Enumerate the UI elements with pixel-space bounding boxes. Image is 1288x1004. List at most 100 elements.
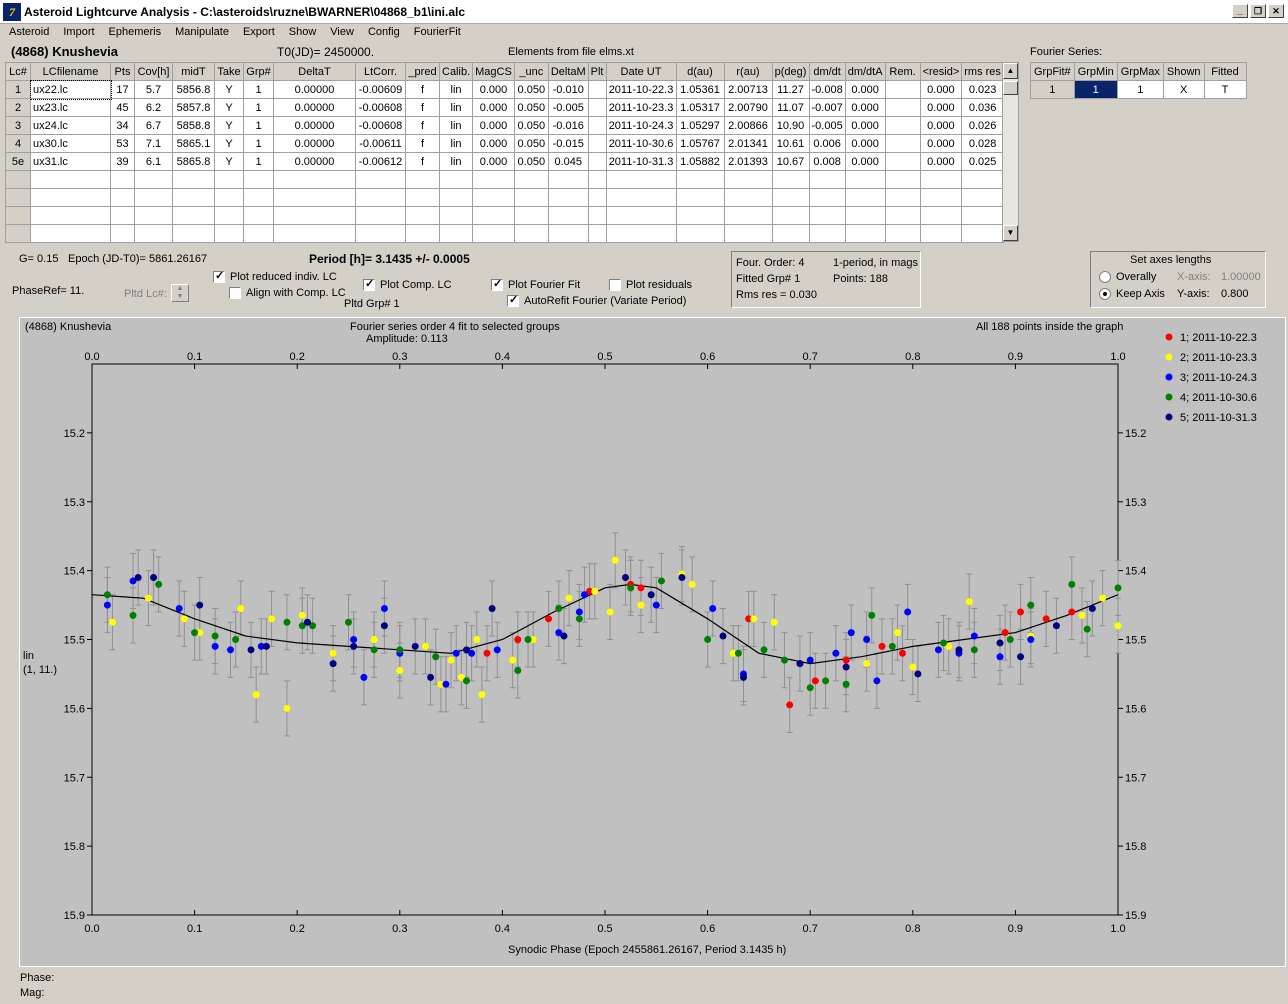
menu-view[interactable]: View [330, 26, 354, 38]
table-cell[interactable] [919, 224, 963, 243]
column-header[interactable]: Calib. [438, 62, 474, 81]
plot-reduced-checkbox[interactable]: Plot reduced indiv. LC [213, 269, 337, 284]
table-row[interactable]: 4 ux30.lc 53 7.1 5865.1 Y 1 0.00000 -0.00611 f lin… [5, 134, 1004, 153]
close-button[interactable]: ✕ [1268, 4, 1284, 18]
table-cell[interactable]: 0.006 [808, 134, 846, 153]
table-cell[interactable]: 2.01341 [723, 134, 773, 153]
fs-cell-grpmin[interactable]: 1 [1073, 80, 1118, 99]
table-cell[interactable] [808, 170, 846, 189]
table-cell[interactable] [30, 170, 111, 189]
column-header[interactable]: rms res [961, 62, 1004, 81]
table-cell[interactable] [243, 206, 274, 225]
table-cell[interactable] [355, 188, 406, 207]
table-cell[interactable]: 0.050 [513, 80, 549, 99]
table-cell[interactable]: 2011-10-24.3 [605, 116, 677, 135]
table-cell[interactable]: 5.7 [134, 80, 173, 99]
column-header[interactable]: p(deg) [771, 62, 810, 81]
column-header[interactable]: midT [172, 62, 215, 81]
table-row[interactable]: 1 ux22.lc 17 5.7 5856.8 Y 1 0.00000 -0.00609 f lin… [5, 79, 1004, 100]
table-cell[interactable] [405, 188, 440, 207]
fs-cell-grpmax[interactable]: 1 [1116, 80, 1164, 99]
table-cell[interactable] [587, 98, 607, 117]
table-cell[interactable]: Y [214, 134, 244, 153]
table-cell[interactable] [884, 206, 921, 225]
table-cell[interactable] [723, 206, 773, 225]
table-row-empty[interactable] [5, 170, 1004, 189]
column-header[interactable]: Pts [110, 62, 135, 81]
table-cell[interactable] [214, 188, 244, 207]
table-cell[interactable] [884, 134, 921, 153]
table-cell[interactable]: 0.050 [513, 116, 549, 135]
table-cell[interactable]: -0.008 [808, 80, 846, 99]
table-cell[interactable] [771, 206, 810, 225]
menu-export[interactable]: Export [242, 26, 275, 38]
table-cell[interactable]: ux30.lc [30, 134, 111, 153]
table-cell[interactable] [961, 188, 1004, 207]
table-cell[interactable] [214, 206, 244, 225]
table-cell[interactable] [808, 206, 846, 225]
table-cell[interactable] [884, 152, 921, 171]
table-cell[interactable]: ux24.lc [30, 116, 111, 135]
table-cell[interactable]: 1 [5, 80, 31, 99]
table-cell[interactable] [961, 206, 1004, 225]
table-cell[interactable]: ux31.lc [30, 152, 111, 171]
table-cell[interactable]: 6.1 [134, 152, 173, 171]
table-cell[interactable]: 10.61 [771, 134, 810, 153]
table-cell[interactable]: f [405, 134, 440, 153]
table-cell[interactable] [771, 170, 810, 189]
menu-ephemeris[interactable]: Ephemeris [108, 26, 162, 38]
table-cell[interactable] [961, 224, 1004, 243]
lightcurve-table[interactable]: Lc# LCfilename Pts Cov[h] midT Take Grp# DeltaT… [5, 62, 1004, 243]
table-cell[interactable]: 6.7 [134, 116, 173, 135]
table-cell[interactable]: Y [214, 98, 244, 117]
table-cell[interactable] [675, 224, 725, 243]
table-cell[interactable] [547, 170, 589, 189]
table-cell[interactable] [355, 206, 406, 225]
column-header[interactable]: Cov[h] [134, 62, 173, 81]
table-cell[interactable] [771, 224, 810, 243]
column-header[interactable]: r(au) [723, 62, 773, 81]
table-cell[interactable]: 0.000 [844, 80, 886, 99]
table-cell[interactable]: 17 [110, 80, 135, 99]
table-cell[interactable]: Y [214, 152, 244, 171]
table-cell[interactable]: 0.00000 [273, 80, 356, 99]
table-cell[interactable] [919, 170, 963, 189]
y-axis-value[interactable]: 0.800 [1221, 288, 1249, 300]
table-cell[interactable]: 0.045 [547, 152, 589, 171]
table-cell[interactable] [675, 188, 725, 207]
column-header[interactable]: MagCS [472, 62, 515, 81]
table-row-empty[interactable] [5, 206, 1004, 225]
table-cell[interactable] [355, 224, 406, 243]
table-cell[interactable]: 0.028 [961, 134, 1004, 153]
table-cell[interactable] [961, 170, 1004, 189]
table-cell[interactable] [884, 170, 921, 189]
table-cell[interactable] [547, 188, 589, 207]
table-cell[interactable]: lin [438, 116, 474, 135]
table-cell[interactable]: 5856.8 [172, 80, 215, 99]
table-cell[interactable]: 0.050 [513, 98, 549, 117]
table-cell[interactable]: 0.026 [961, 116, 1004, 135]
table-cell[interactable] [5, 206, 31, 225]
scroll-down-icon[interactable]: ▼ [1003, 225, 1018, 241]
table-cell[interactable]: 2.00713 [723, 80, 773, 99]
table-cell[interactable]: 2011-10-31.3 [605, 152, 677, 171]
table-cell[interactable] [134, 224, 173, 243]
table-cell[interactable] [513, 206, 549, 225]
table-cell[interactable]: 0.000 [844, 116, 886, 135]
table-cell[interactable] [273, 206, 356, 225]
table-cell[interactable]: 0.023 [961, 80, 1004, 99]
table-cell[interactable]: f [405, 116, 440, 135]
table-cell[interactable]: lin [438, 98, 474, 117]
table-cell[interactable]: 0.000 [472, 116, 515, 135]
table-cell[interactable]: -0.010 [547, 80, 589, 99]
menu-config[interactable]: Config [367, 26, 400, 38]
menu-show[interactable]: Show [288, 26, 317, 38]
table-cell[interactable] [675, 170, 725, 189]
table-cell[interactable]: 0.050 [513, 134, 549, 153]
plot-fourier-checkbox[interactable]: Plot Fourier Fit [491, 277, 580, 292]
table-cell[interactable]: 0.000 [919, 116, 963, 135]
table-cell[interactable]: 2011-10-23.3 [605, 98, 677, 117]
table-cell[interactable] [675, 206, 725, 225]
table-cell[interactable] [884, 98, 921, 117]
table-cell[interactable] [355, 170, 406, 189]
